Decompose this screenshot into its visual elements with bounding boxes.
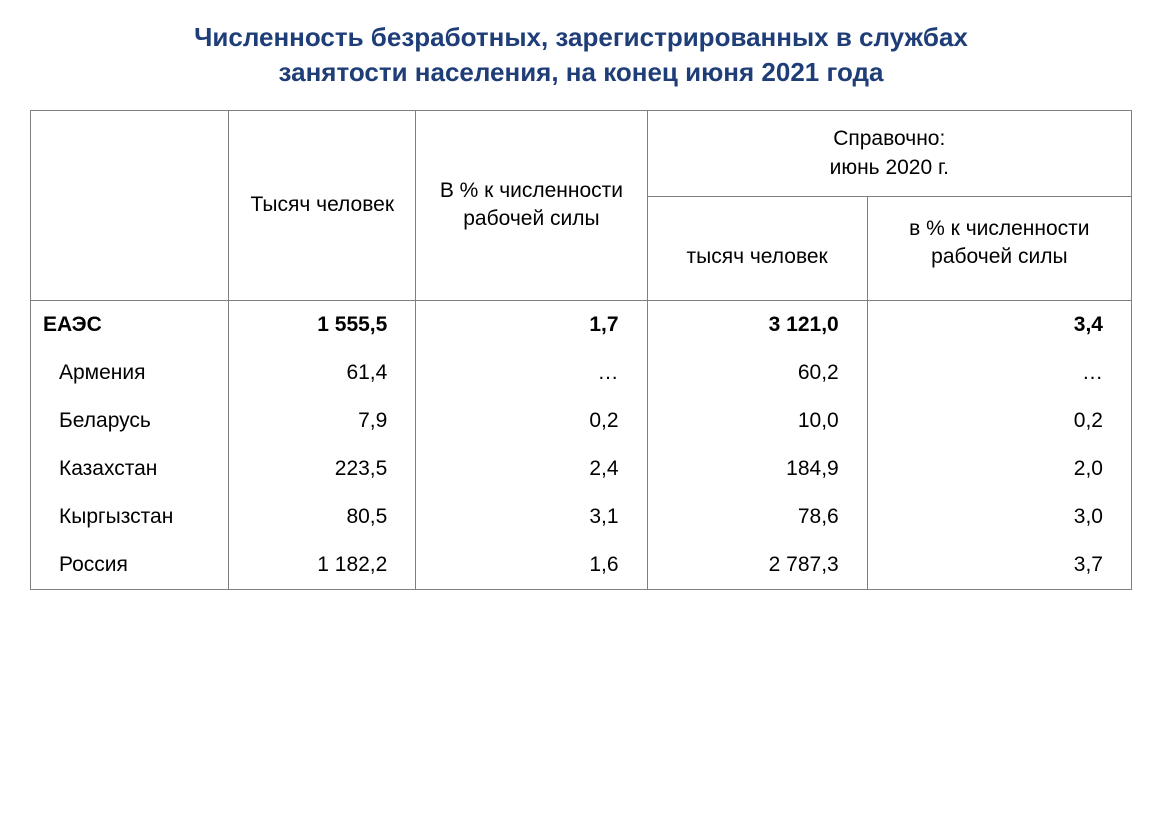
header-reference: Справочно: июнь 2020 г. bbox=[647, 111, 1131, 197]
row-label: Россия bbox=[31, 541, 229, 590]
table-row: Армения61,4…60,2… bbox=[31, 349, 1132, 397]
title-line-2: занятости населения, на конец июня 2021 … bbox=[279, 57, 884, 87]
header-thousands: Тысяч человек bbox=[229, 111, 416, 300]
cell-c4: 2 787,3 bbox=[647, 541, 867, 590]
cell-c5: 3,4 bbox=[867, 300, 1131, 349]
row-label: Кыргызстан bbox=[31, 493, 229, 541]
cell-c5: 2,0 bbox=[867, 445, 1131, 493]
row-label: Армения bbox=[31, 349, 229, 397]
cell-c5: 3,7 bbox=[867, 541, 1131, 590]
cell-c2: 223,5 bbox=[229, 445, 416, 493]
cell-c4: 60,2 bbox=[647, 349, 867, 397]
unemployment-table: Тысяч человек В % к численности рабочей … bbox=[30, 110, 1132, 589]
row-label: Беларусь bbox=[31, 397, 229, 445]
cell-c5: 0,2 bbox=[867, 397, 1131, 445]
cell-c2: 1 182,2 bbox=[229, 541, 416, 590]
page-title: Численность безработных, зарегистрирован… bbox=[30, 20, 1132, 90]
header-ref-thousands: тысяч человек bbox=[647, 196, 867, 300]
title-line-1: Численность безработных, зарегистрирован… bbox=[194, 22, 968, 52]
cell-c4: 78,6 bbox=[647, 493, 867, 541]
table-row: Россия1 182,21,62 787,33,7 bbox=[31, 541, 1132, 590]
table-body: ЕАЭС1 555,51,73 121,03,4Армения61,4…60,2… bbox=[31, 300, 1132, 589]
cell-c3: 1,7 bbox=[416, 300, 647, 349]
table-row: Беларусь7,90,210,00,2 bbox=[31, 397, 1132, 445]
cell-c3: 0,2 bbox=[416, 397, 647, 445]
cell-c5: 3,0 bbox=[867, 493, 1131, 541]
row-label: Казахстан bbox=[31, 445, 229, 493]
cell-c5: … bbox=[867, 349, 1131, 397]
cell-c3: … bbox=[416, 349, 647, 397]
cell-c4: 184,9 bbox=[647, 445, 867, 493]
table-row: ЕАЭС1 555,51,73 121,03,4 bbox=[31, 300, 1132, 349]
table-row: Казахстан223,52,4184,92,0 bbox=[31, 445, 1132, 493]
cell-c2: 7,9 bbox=[229, 397, 416, 445]
cell-c2: 61,4 bbox=[229, 349, 416, 397]
cell-c2: 1 555,5 bbox=[229, 300, 416, 349]
table-header: Тысяч человек В % к численности рабочей … bbox=[31, 111, 1132, 300]
cell-c3: 3,1 bbox=[416, 493, 647, 541]
header-ref-percent: в % к численности рабочей силы bbox=[867, 196, 1131, 300]
cell-c3: 1,6 bbox=[416, 541, 647, 590]
cell-c3: 2,4 bbox=[416, 445, 647, 493]
row-label: ЕАЭС bbox=[31, 300, 229, 349]
header-percent: В % к численности рабочей силы bbox=[416, 111, 647, 300]
cell-c4: 10,0 bbox=[647, 397, 867, 445]
cell-c2: 80,5 bbox=[229, 493, 416, 541]
header-blank bbox=[31, 111, 229, 300]
cell-c4: 3 121,0 bbox=[647, 300, 867, 349]
table-row: Кыргызстан80,53,178,63,0 bbox=[31, 493, 1132, 541]
